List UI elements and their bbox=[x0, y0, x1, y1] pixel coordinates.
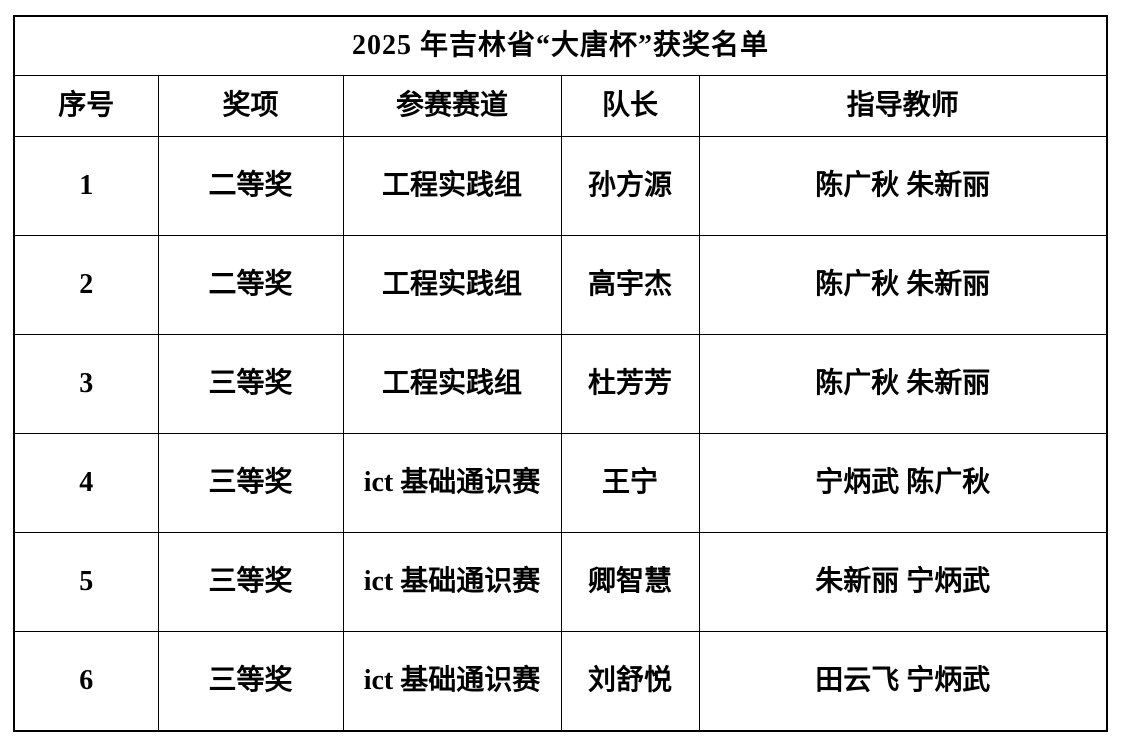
column-header-advisors: 指导教师 bbox=[698, 75, 1108, 137]
table-cell-track: ict 基础通识赛 bbox=[342, 532, 562, 632]
table-cell-track: 工程实践组 bbox=[342, 235, 562, 335]
table-cell-captain: 王宁 bbox=[560, 433, 700, 533]
table-cell-award: 二等奖 bbox=[157, 136, 344, 236]
table-cell-captain: 杜芳芳 bbox=[560, 334, 700, 434]
table-row: 6 三等奖 ict 基础通识赛 刘舒悦 田云飞 宁炳武 bbox=[13, 631, 1108, 732]
table-cell-advisors: 陈广秋 朱新丽 bbox=[698, 235, 1108, 335]
column-header-track: 参赛赛道 bbox=[342, 75, 562, 137]
column-header-index: 序号 bbox=[13, 75, 159, 137]
table-row: 3 三等奖 工程实践组 杜芳芳 陈广秋 朱新丽 bbox=[13, 334, 1108, 434]
table-cell-index: 1 bbox=[13, 136, 159, 236]
table-row: 4 三等奖 ict 基础通识赛 王宁 宁炳武 陈广秋 bbox=[13, 433, 1108, 533]
table-cell-advisors: 朱新丽 宁炳武 bbox=[698, 532, 1108, 632]
table-cell-advisors: 宁炳武 陈广秋 bbox=[698, 433, 1108, 533]
table-cell-captain: 卿智慧 bbox=[560, 532, 700, 632]
table-cell-award: 三等奖 bbox=[157, 631, 344, 732]
table-row: 2 二等奖 工程实践组 高宇杰 陈广秋 朱新丽 bbox=[13, 235, 1108, 335]
table-cell-index: 6 bbox=[13, 631, 159, 732]
table-cell-track: ict 基础通识赛 bbox=[342, 433, 562, 533]
table-cell-track: 工程实践组 bbox=[342, 136, 562, 236]
table-cell-index: 5 bbox=[13, 532, 159, 632]
table-cell-captain: 刘舒悦 bbox=[560, 631, 700, 732]
table-cell-award: 二等奖 bbox=[157, 235, 344, 335]
column-header-captain: 队长 bbox=[560, 75, 700, 137]
table-cell-index: 3 bbox=[13, 334, 159, 434]
table-cell-track: ict 基础通识赛 bbox=[342, 631, 562, 732]
table-title-row: 2025 年吉林省“大唐杯”获奖名单 bbox=[13, 15, 1108, 76]
table-row: 1 二等奖 工程实践组 孙方源 陈广秋 朱新丽 bbox=[13, 136, 1108, 236]
table-cell-track: 工程实践组 bbox=[342, 334, 562, 434]
table-cell-award: 三等奖 bbox=[157, 433, 344, 533]
table-cell-index: 4 bbox=[13, 433, 159, 533]
table-header-row: 序号 奖项 参赛赛道 队长 指导教师 bbox=[13, 75, 1108, 137]
table-cell-advisors: 陈广秋 朱新丽 bbox=[698, 334, 1108, 434]
table-row: 5 三等奖 ict 基础通识赛 卿智慧 朱新丽 宁炳武 bbox=[13, 532, 1108, 632]
table-cell-captain: 孙方源 bbox=[560, 136, 700, 236]
table-cell-award: 三等奖 bbox=[157, 334, 344, 434]
table-cell-advisors: 陈广秋 朱新丽 bbox=[698, 136, 1108, 236]
table-title: 2025 年吉林省“大唐杯”获奖名单 bbox=[13, 15, 1108, 76]
column-header-award: 奖项 bbox=[157, 75, 344, 137]
table-cell-captain: 高宇杰 bbox=[560, 235, 700, 335]
table-cell-award: 三等奖 bbox=[157, 532, 344, 632]
table-cell-advisors: 田云飞 宁炳武 bbox=[698, 631, 1108, 732]
table-cell-index: 2 bbox=[13, 235, 159, 335]
table-body: 1 二等奖 工程实践组 孙方源 陈广秋 朱新丽 2 二等奖 工程实践组 高宇杰 陈广秋 朱新丽 3 三… bbox=[13, 136, 1108, 732]
